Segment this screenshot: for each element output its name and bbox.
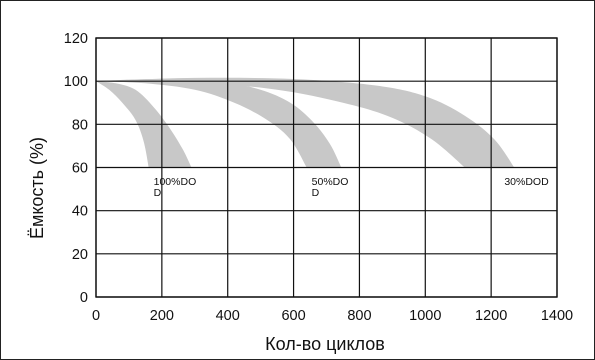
x-tick-label: 1000 bbox=[409, 308, 441, 324]
plot-border bbox=[95, 37, 558, 298]
x-tick-label: 200 bbox=[150, 308, 174, 324]
y-tick-label: 100 bbox=[64, 74, 88, 90]
y-tick-label: 20 bbox=[72, 247, 88, 263]
y-tick-label: 120 bbox=[64, 31, 88, 47]
capacity-band-2 bbox=[96, 78, 342, 168]
y-tick-label: 0 bbox=[80, 290, 88, 306]
x-tick-label: 400 bbox=[216, 308, 240, 324]
band-label: 30%DOD bbox=[504, 176, 549, 188]
y-tick-label: 40 bbox=[72, 204, 88, 220]
x-tick-label: 0 bbox=[92, 308, 100, 324]
x-tick-label: 600 bbox=[281, 308, 305, 324]
band-label: D bbox=[154, 187, 162, 199]
x-tick-label: 1200 bbox=[475, 308, 507, 324]
band-label: 50%DO bbox=[312, 176, 349, 188]
band-label: 100%DO bbox=[154, 176, 197, 188]
y-tick-label: 80 bbox=[72, 117, 88, 133]
capacity-band-3 bbox=[96, 77, 515, 168]
x-tick-label: 800 bbox=[347, 308, 371, 324]
band-label: D bbox=[312, 187, 320, 199]
x-axis-label: Кол-во циклов bbox=[265, 334, 385, 354]
y-axis-label: Ёмкость (%) bbox=[27, 137, 47, 239]
y-tick-label: 60 bbox=[72, 161, 88, 177]
x-tick-label: 1400 bbox=[541, 308, 573, 324]
